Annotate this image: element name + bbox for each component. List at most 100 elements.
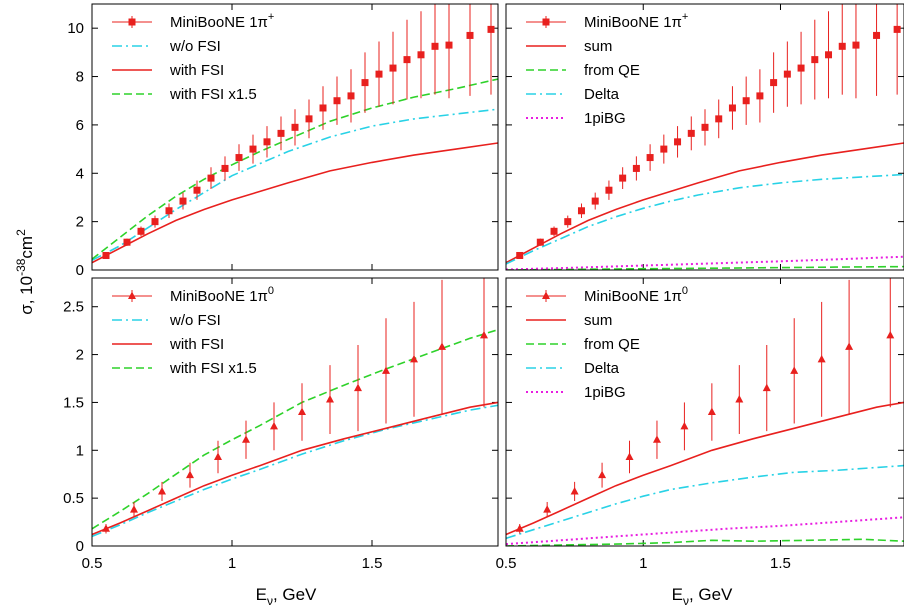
top-right-data-point-4 <box>577 207 585 215</box>
top-left-data-point-15 <box>319 104 327 112</box>
bottom-right-frame <box>505 277 904 547</box>
x-axis-label-left-sub: ν <box>267 594 273 608</box>
bottom-right-panel: 0.5 1 1.5 MiniBooNE 1π0 sum from QE Delta 1piBG <box>496 277 904 572</box>
bottom-right-legend-data-label: MiniBooNE 1π0 <box>584 285 688 305</box>
top-right-data-point-5 <box>591 197 599 205</box>
top-left-data-point-24 <box>445 41 453 49</box>
bottom-left-legend-data-label-main: MiniBooNE 1π <box>170 288 268 305</box>
top-left-y-tick-label-3: 6 <box>76 117 84 134</box>
top-right-data-point-14 <box>715 115 723 123</box>
top-left-y-tick-label-2: 4 <box>76 165 84 182</box>
bottom-left-y-tick-label-3: 1.5 <box>63 394 84 411</box>
bottom-right-legend-data-marker <box>542 291 550 299</box>
bottom-right-series-line-1 <box>506 538 904 546</box>
bottom-left-legend-label-0: w/o FSI <box>169 312 221 329</box>
top-left-data-point-18 <box>361 79 369 87</box>
bottom-right-legend-label-1: from QE <box>584 336 640 353</box>
top-left-panel: 0 2 4 6 8 10 MiniBooNE 1π+ w/o FSI with FSI with … <box>67 3 499 279</box>
top-left-series-line-2 <box>92 78 498 260</box>
bottom-right-legend-label-3: 1piBG <box>584 384 626 401</box>
bottom-left-data-point-0 <box>102 524 110 532</box>
top-left-legend-data-label-sup: + <box>268 11 274 23</box>
top-right-data-point-20 <box>797 64 805 72</box>
top-right-data-point-26 <box>893 25 901 33</box>
top-left-data-point-14 <box>305 115 313 123</box>
bottom-left-y-tick-label-4: 2 <box>76 347 84 364</box>
bottom-left-series-line-1 <box>92 401 498 536</box>
bottom-left-data-point-8 <box>326 395 334 403</box>
top-left-legend-data-marker <box>128 18 136 26</box>
top-left-y-tick-label-4: 8 <box>76 69 84 86</box>
bottom-right-x-tick-label-0: 0.5 <box>496 555 517 572</box>
top-right-data-point-21 <box>811 56 819 64</box>
top-right-panel: MiniBooNE 1π+ sum from QE Delta 1piBG <box>505 3 904 271</box>
top-right-data-point-18 <box>770 79 778 87</box>
top-right-data-point-19 <box>783 70 791 78</box>
top-right-frame <box>505 3 904 271</box>
top-right-data-point-3 <box>564 218 572 226</box>
top-right-data-point-16 <box>742 97 750 105</box>
y-axis-label: σ, 10-38cm2 <box>14 229 36 315</box>
top-right-data-point-6 <box>605 186 613 194</box>
top-right-series-line-1 <box>506 265 904 270</box>
top-right-data-point-1 <box>536 238 544 246</box>
x-axis-label-left-unit: , GeV <box>273 585 317 604</box>
top-left-data-point-11 <box>263 138 271 146</box>
top-right-legend-label-2: Delta <box>584 86 620 103</box>
top-left-data-point-8 <box>221 164 229 172</box>
bottom-right-series-line-2 <box>506 464 904 540</box>
top-right-series-line-3 <box>506 255 904 270</box>
x-axis-label-right-sub: ν <box>683 594 689 608</box>
bottom-left-data-point-1 <box>130 505 138 513</box>
bottom-left-data-point-4 <box>214 452 222 460</box>
top-right-legend-data-label-sup: + <box>682 11 688 23</box>
top-left-legend: MiniBooNE 1π+ w/o FSI with FSI with FSI x1.… <box>112 11 274 103</box>
bottom-right-data-point-2 <box>570 486 579 495</box>
top-right-legend-data-label-main: MiniBooNE 1π <box>584 14 682 31</box>
top-right-data-point-23 <box>838 42 846 50</box>
top-left-data-point-10 <box>249 145 257 153</box>
bottom-right-data-point-10 <box>790 366 799 374</box>
bottom-right-data-point-5 <box>652 435 661 443</box>
top-right-data-point-8 <box>632 164 640 172</box>
bottom-right-data-point-0 <box>515 524 524 532</box>
bottom-left-y-tick-label-2: 1 <box>76 442 84 459</box>
bottom-right-series-line-3 <box>506 516 904 546</box>
y-axis-label-main: σ, 10 <box>17 276 36 315</box>
top-left-y-tick-label-5: 10 <box>67 20 84 37</box>
top-right-legend-label-1: from QE <box>584 62 640 79</box>
bottom-left-series-line-0 <box>92 404 498 538</box>
bottom-left-plot-area <box>92 278 498 538</box>
top-right-data-point-13 <box>701 123 709 131</box>
top-left-legend-label-1: with FSI <box>169 62 224 79</box>
bottom-right-legend-label-2: Delta <box>584 360 620 377</box>
top-left-data-point-5 <box>179 197 187 205</box>
bottom-right-series-line-0 <box>506 401 904 536</box>
top-left-data-point-0 <box>102 251 110 259</box>
bottom-left-legend-data-label: MiniBooNE 1π0 <box>170 285 274 305</box>
top-left-data-point-21 <box>403 56 411 64</box>
bottom-left-x-tick-label-0: 0.5 <box>82 555 103 572</box>
top-right-legend-data-label: MiniBooNE 1π+ <box>584 11 688 31</box>
bottom-left-data-point-5 <box>242 435 250 443</box>
top-left-y-tick-label-0: 0 <box>76 262 84 279</box>
top-left-legend-label-0: w/o FSI <box>169 38 221 55</box>
bottom-right-legend-data-label-main: MiniBooNE 1π <box>584 288 682 305</box>
x-axis-label-left: Eν, GeV <box>256 585 317 608</box>
bottom-right-legend: MiniBooNE 1π0 sum from QE Delta 1piBG <box>526 285 688 401</box>
top-left-data-point-4 <box>165 207 173 215</box>
y-axis-label-unit: cm <box>17 236 36 259</box>
top-right-data-point-15 <box>728 104 736 112</box>
x-axis-label-right-main: E <box>672 585 683 604</box>
bottom-left-x-tick-label-1: 1 <box>228 555 236 572</box>
bottom-left-x-tick-label-2: 1.5 <box>362 555 383 572</box>
top-left-data-point-6 <box>193 186 201 194</box>
top-left-data-point-9 <box>235 154 243 162</box>
bottom-left-series-line-2 <box>92 328 498 530</box>
top-left-data-point-2 <box>137 227 145 235</box>
bottom-left-data-point-7 <box>298 407 306 415</box>
bottom-right-data-point-13 <box>886 330 895 339</box>
top-left-legend-label-2: with FSI x1.5 <box>169 86 257 103</box>
bottom-left-legend-data-marker <box>128 291 136 299</box>
